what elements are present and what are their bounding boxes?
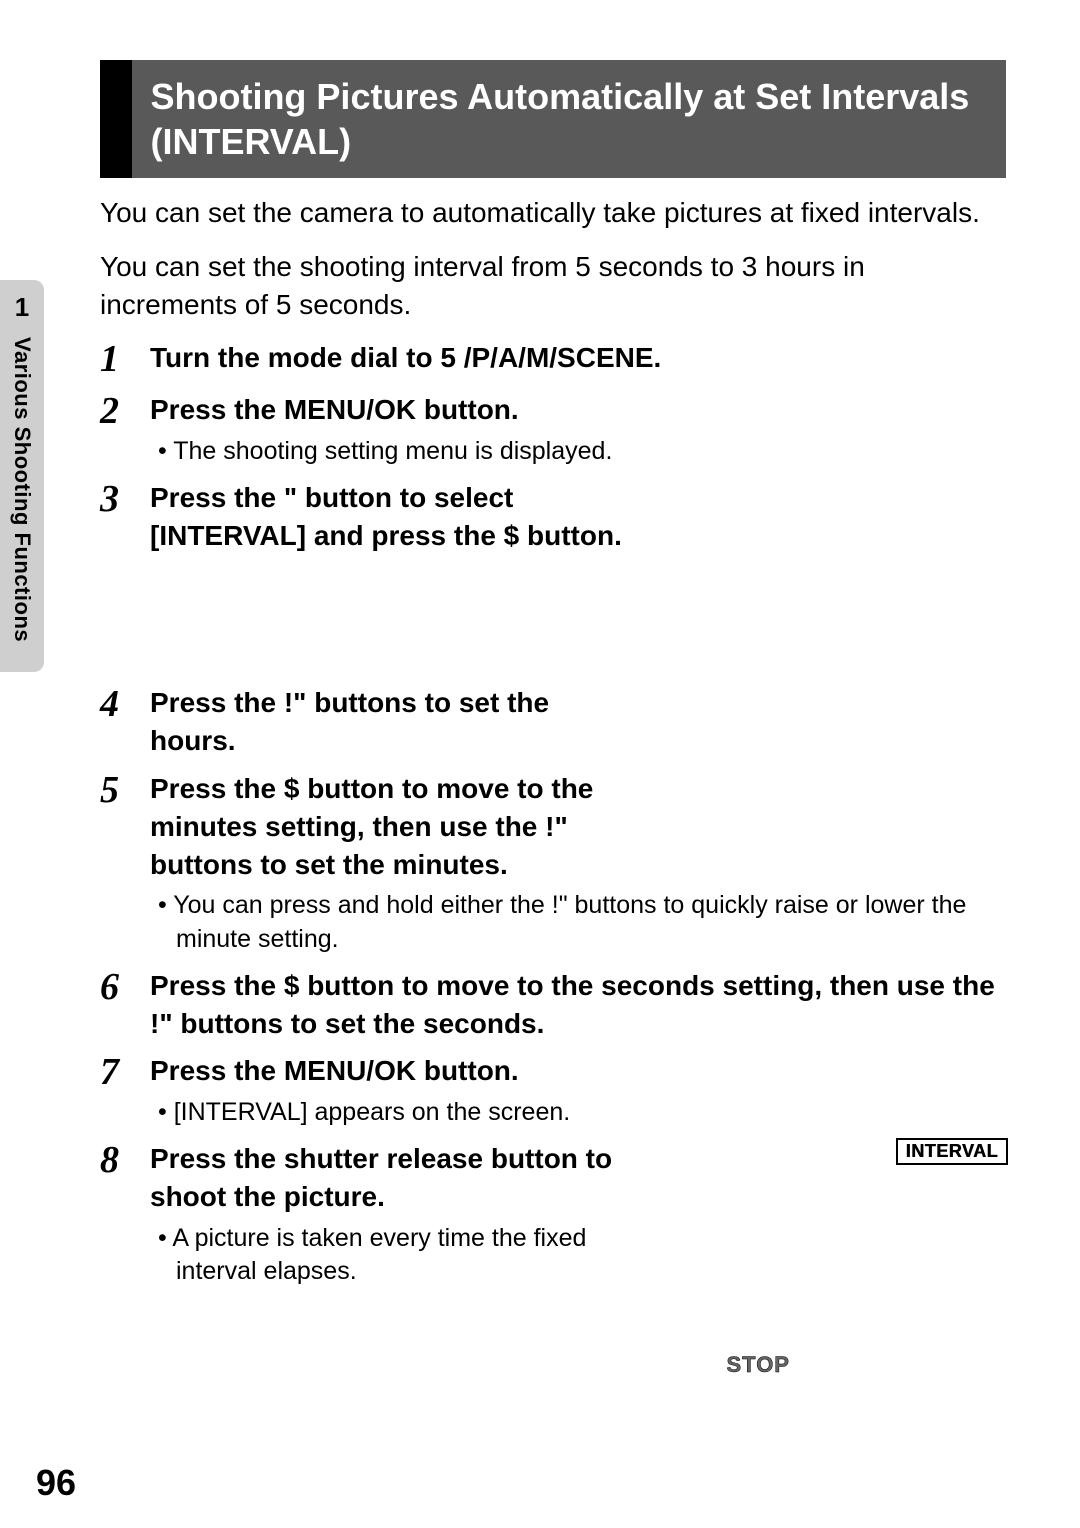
step-title: Press the $ button to move to the second… [150,967,1006,1043]
step-subtext: You can press and hold either the !" but… [150,889,1006,957]
step-title: Press the $ button to move to the minute… [150,770,630,883]
step-number: 8 [100,1140,150,1289]
step-body: Press the MENU/OK button. The shooting s… [150,391,1006,469]
section-title: Shooting Pictures Automatically at Set I… [100,60,1006,178]
stop-label: STOP [726,1352,790,1378]
step-5: 5 Press the $ button to move to the minu… [100,770,1006,957]
step-1: 1 Turn the mode dial to 5 /P/A/M/SCENE. [100,339,1006,381]
step-number: 3 [100,479,150,555]
step-title: Press the shutter release button to shoo… [150,1140,630,1216]
step-3: 3 Press the " button to select [INTERVAL… [100,479,1006,555]
step-body: Press the $ button to move to the minute… [150,770,1006,957]
spacer [100,564,1006,684]
step-title: Turn the mode dial to 5 /P/A/M/SCENE. [150,339,1006,377]
step-number: 1 [100,339,150,381]
step-number: 7 [100,1052,150,1130]
step-number: 5 [100,770,150,957]
step-number: 4 [100,684,150,760]
intro-paragraph-2: You can set the shooting interval from 5… [100,248,1006,324]
step-title: Press the " button to select [INTERVAL] … [150,479,630,555]
section-title-text: Shooting Pictures Automatically at Set I… [150,74,986,164]
step-7: 7 Press the MENU/OK button. [INTERVAL] a… [100,1052,1006,1130]
side-tab: 1 Various Shooting Functions [0,280,44,672]
page-number: 96 [36,1462,76,1504]
interval-badge: INTERVAL [896,1138,1008,1165]
step-title: Press the MENU/OK button. [150,391,1006,429]
step-4: 4 Press the !" buttons to set the hours. [100,684,1006,760]
step-subtext: A picture is taken every time the fixed … [150,1222,650,1290]
step-6: 6 Press the $ button to move to the seco… [100,967,1006,1043]
interval-badge-text: INTERVAL [906,1141,998,1161]
step-body: Press the !" buttons to set the hours. [150,684,630,760]
step-subtext: The shooting setting menu is displayed. [150,435,1006,469]
step-body: Press the MENU/OK button. [INTERVAL] app… [150,1052,1006,1130]
step-title: Press the MENU/OK button. [150,1052,1006,1090]
step-body: Press the " button to select [INTERVAL] … [150,479,630,555]
steps-list: 1 Turn the mode dial to 5 /P/A/M/SCENE. … [100,339,1006,1289]
step-number: 2 [100,391,150,469]
intro-paragraph-1: You can set the camera to automatically … [100,194,1006,232]
title-accent-bar [100,60,132,178]
manual-page: Shooting Pictures Automatically at Set I… [0,0,1080,1528]
step-body: Press the shutter release button to shoo… [150,1140,1006,1289]
side-tab-number: 1 [15,292,29,323]
step-body: Turn the mode dial to 5 /P/A/M/SCENE. [150,339,1006,381]
step-2: 2 Press the MENU/OK button. The shooting… [100,391,1006,469]
step-subtext: [INTERVAL] appears on the screen. [150,1096,1006,1130]
step-8: 8 Press the shutter release button to sh… [100,1140,1006,1289]
step-title: Press the !" buttons to set the hours. [150,684,630,760]
side-tab-label: Various Shooting Functions [9,337,35,642]
step-body: Press the $ button to move to the second… [150,967,1006,1043]
step-number: 6 [100,967,150,1043]
